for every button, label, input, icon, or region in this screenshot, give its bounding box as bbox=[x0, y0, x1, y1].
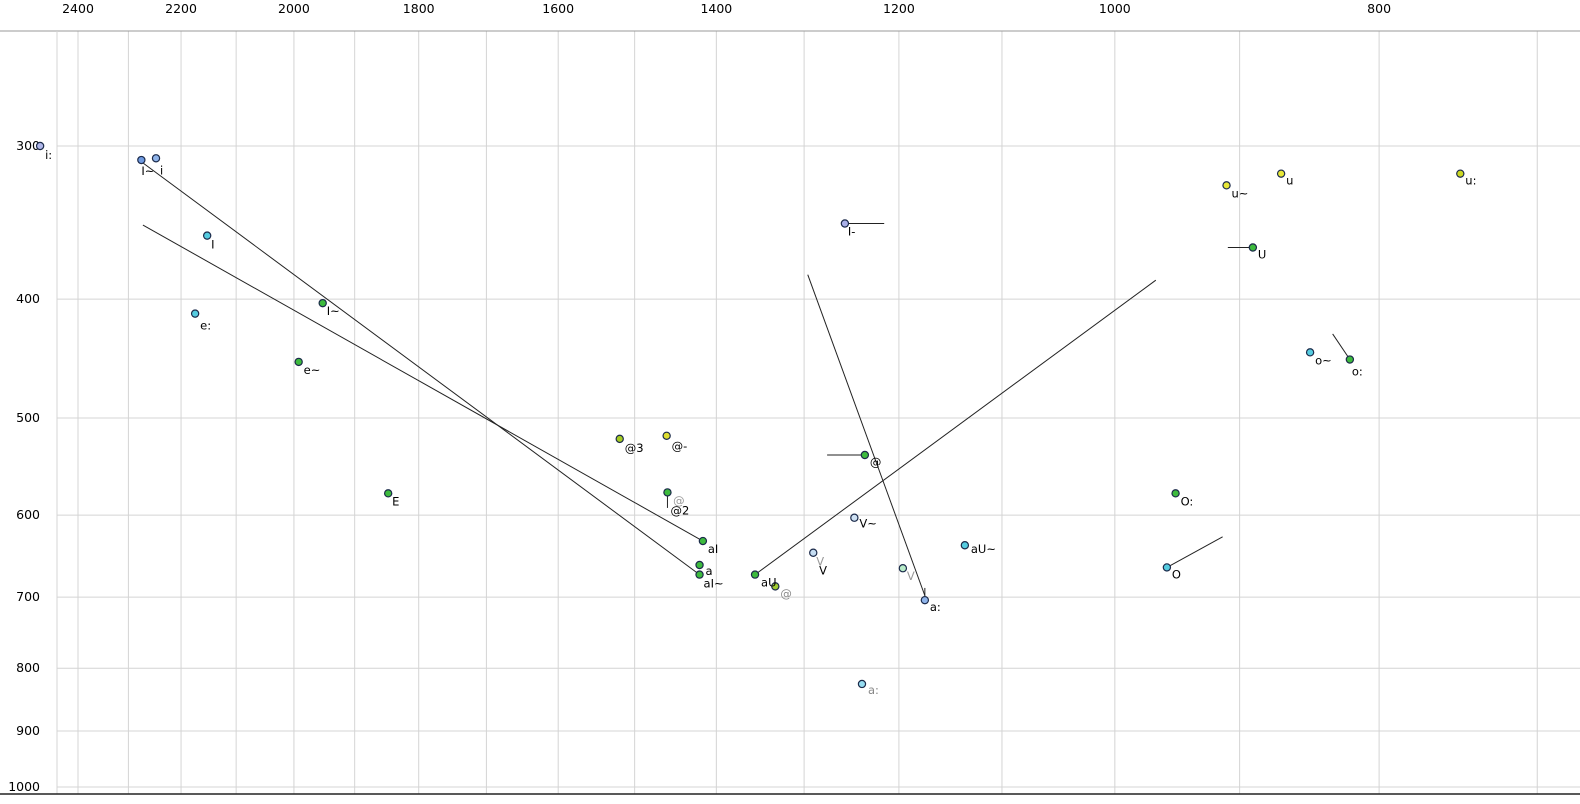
vowel-point-O:-26 bbox=[1171, 489, 1180, 498]
x-tick-label-2400: 2400 bbox=[62, 1, 94, 16]
vowel-point-a:-24 bbox=[857, 679, 867, 689]
vowel-label-aU-15: aU bbox=[761, 576, 776, 590]
vowel-label-e:-4: e: bbox=[200, 319, 211, 333]
vowel-point-u~-28 bbox=[1222, 181, 1231, 190]
y-tick-label-500: 500 bbox=[16, 410, 40, 425]
vowel-label-I~-1: I~ bbox=[141, 164, 154, 178]
vowel-label-@-10: @ bbox=[673, 493, 685, 507]
x-tick-label-800: 800 bbox=[1367, 1, 1391, 16]
vowel-label-a-13: a bbox=[706, 564, 713, 578]
vowel-point-aU-15 bbox=[750, 570, 760, 579]
trajectory-line-1 bbox=[141, 161, 700, 576]
vowel-point-I~-5 bbox=[318, 298, 327, 308]
vowel-label-o:-33: o: bbox=[1352, 365, 1363, 379]
vowel-label-V~-20: V~ bbox=[859, 517, 877, 531]
vowel-label-U-31: U bbox=[1258, 247, 1266, 261]
vowel-label-aU~-25: aU~ bbox=[971, 542, 996, 556]
vowel-point-u:-30 bbox=[1456, 169, 1465, 178]
y-tick-label-700: 700 bbox=[16, 589, 40, 604]
vowel-point-V-17 bbox=[809, 548, 818, 557]
vowel-point-aI-12 bbox=[698, 536, 708, 546]
vowel-point-i-2 bbox=[151, 154, 161, 163]
vowel-label-aI-12: aI bbox=[708, 542, 718, 556]
x-tick-label-1600: 1600 bbox=[542, 1, 574, 16]
vowel-point-aI~-14 bbox=[695, 570, 704, 579]
vowel-label-O:-26: O: bbox=[1181, 494, 1194, 508]
vowel-point-a:-23 bbox=[920, 595, 930, 605]
vowel-point-V~-20 bbox=[850, 513, 859, 522]
vowel-point-@-16 bbox=[771, 582, 780, 591]
vowel-label-I-3: I bbox=[211, 238, 214, 252]
vowel-label-@--9: @- bbox=[672, 439, 688, 453]
vowel-label-E-7: E bbox=[392, 494, 399, 508]
y-tick-label-400: 400 bbox=[16, 291, 40, 306]
tail-O bbox=[1166, 536, 1223, 568]
vowel-label-a:-23: a: bbox=[930, 600, 941, 614]
y-tick-label-900: 900 bbox=[16, 723, 40, 738]
vowel-label-e~-6: e~ bbox=[304, 363, 321, 377]
vowel-point-o:-33 bbox=[1345, 355, 1355, 364]
vowel-point-a-13 bbox=[695, 560, 704, 570]
vowel-point-I~-1 bbox=[137, 155, 146, 165]
vowel-point-I--22 bbox=[840, 219, 850, 228]
vowel-label-@-16: @ bbox=[780, 586, 792, 600]
vowel-label-I--22: I- bbox=[848, 224, 856, 238]
vowel-label-aI~-14: aI~ bbox=[704, 577, 724, 591]
vowel-point-@2-11 bbox=[663, 488, 672, 497]
vowel-point-I-3 bbox=[202, 231, 212, 240]
x-tick-label-2000: 2000 bbox=[278, 1, 310, 16]
vowel-label-u~-28: u~ bbox=[1232, 186, 1249, 200]
x-tick-label-1400: 1400 bbox=[700, 1, 732, 16]
vowel-label-o~-32: o~ bbox=[1315, 353, 1332, 367]
vowel-point-i:-0 bbox=[35, 141, 45, 151]
vowel-point-e:-4 bbox=[190, 309, 200, 318]
vowel-point-aU~-25 bbox=[960, 541, 970, 550]
vowel-point-e~-6 bbox=[294, 357, 303, 367]
vowel-point-E-7 bbox=[383, 489, 393, 498]
vowel-label-V-19: V bbox=[907, 569, 915, 583]
x-tick-label-2200: 2200 bbox=[165, 1, 197, 16]
trajectory-line-3 bbox=[807, 274, 926, 596]
vowel-label-V-17: V bbox=[816, 555, 824, 569]
vowel-label-i:-0: i: bbox=[45, 148, 52, 162]
vowel-label-V-18: V bbox=[819, 563, 827, 577]
vowel-point-o~-32 bbox=[1305, 348, 1315, 357]
trajectory-line-2 bbox=[142, 224, 704, 542]
y-tick-label-300: 300 bbox=[16, 138, 40, 153]
vowel-label-a:-24: a: bbox=[868, 683, 879, 697]
vowel-point-U-31 bbox=[1248, 243, 1258, 252]
vowel-point-@-21 bbox=[860, 450, 870, 460]
x-tick-label-1000: 1000 bbox=[1099, 1, 1131, 16]
vowel-label-@2-11: @2 bbox=[670, 503, 689, 517]
vowel-point-@3-8 bbox=[615, 434, 624, 444]
vowel-point-V-19 bbox=[898, 564, 908, 573]
vowel-label-@3-8: @3 bbox=[625, 441, 644, 455]
vowel-label-i-2: i bbox=[160, 163, 163, 177]
x-tick-label-1800: 1800 bbox=[403, 1, 435, 16]
vowel-point-@--9 bbox=[662, 431, 671, 440]
vowel-label-@-21: @ bbox=[870, 455, 882, 469]
vowel-point-O-27 bbox=[1162, 563, 1172, 572]
y-tick-label-600: 600 bbox=[16, 507, 40, 522]
vowel-label-I~-5: I~ bbox=[327, 304, 340, 318]
y-tick-label-800: 800 bbox=[16, 660, 40, 675]
tail-o-long bbox=[1332, 333, 1351, 360]
x-tick-label-1200: 1200 bbox=[883, 1, 915, 16]
vowel-label-O-27: O bbox=[1172, 567, 1181, 581]
vowel-point-u-29 bbox=[1276, 169, 1286, 178]
vowel-label-u-29: u bbox=[1286, 174, 1293, 188]
y-tick-label-1000: 1000 bbox=[8, 779, 40, 794]
trajectory-line-4 bbox=[754, 279, 1157, 576]
vowel-label-u:-30: u: bbox=[1465, 174, 1476, 188]
